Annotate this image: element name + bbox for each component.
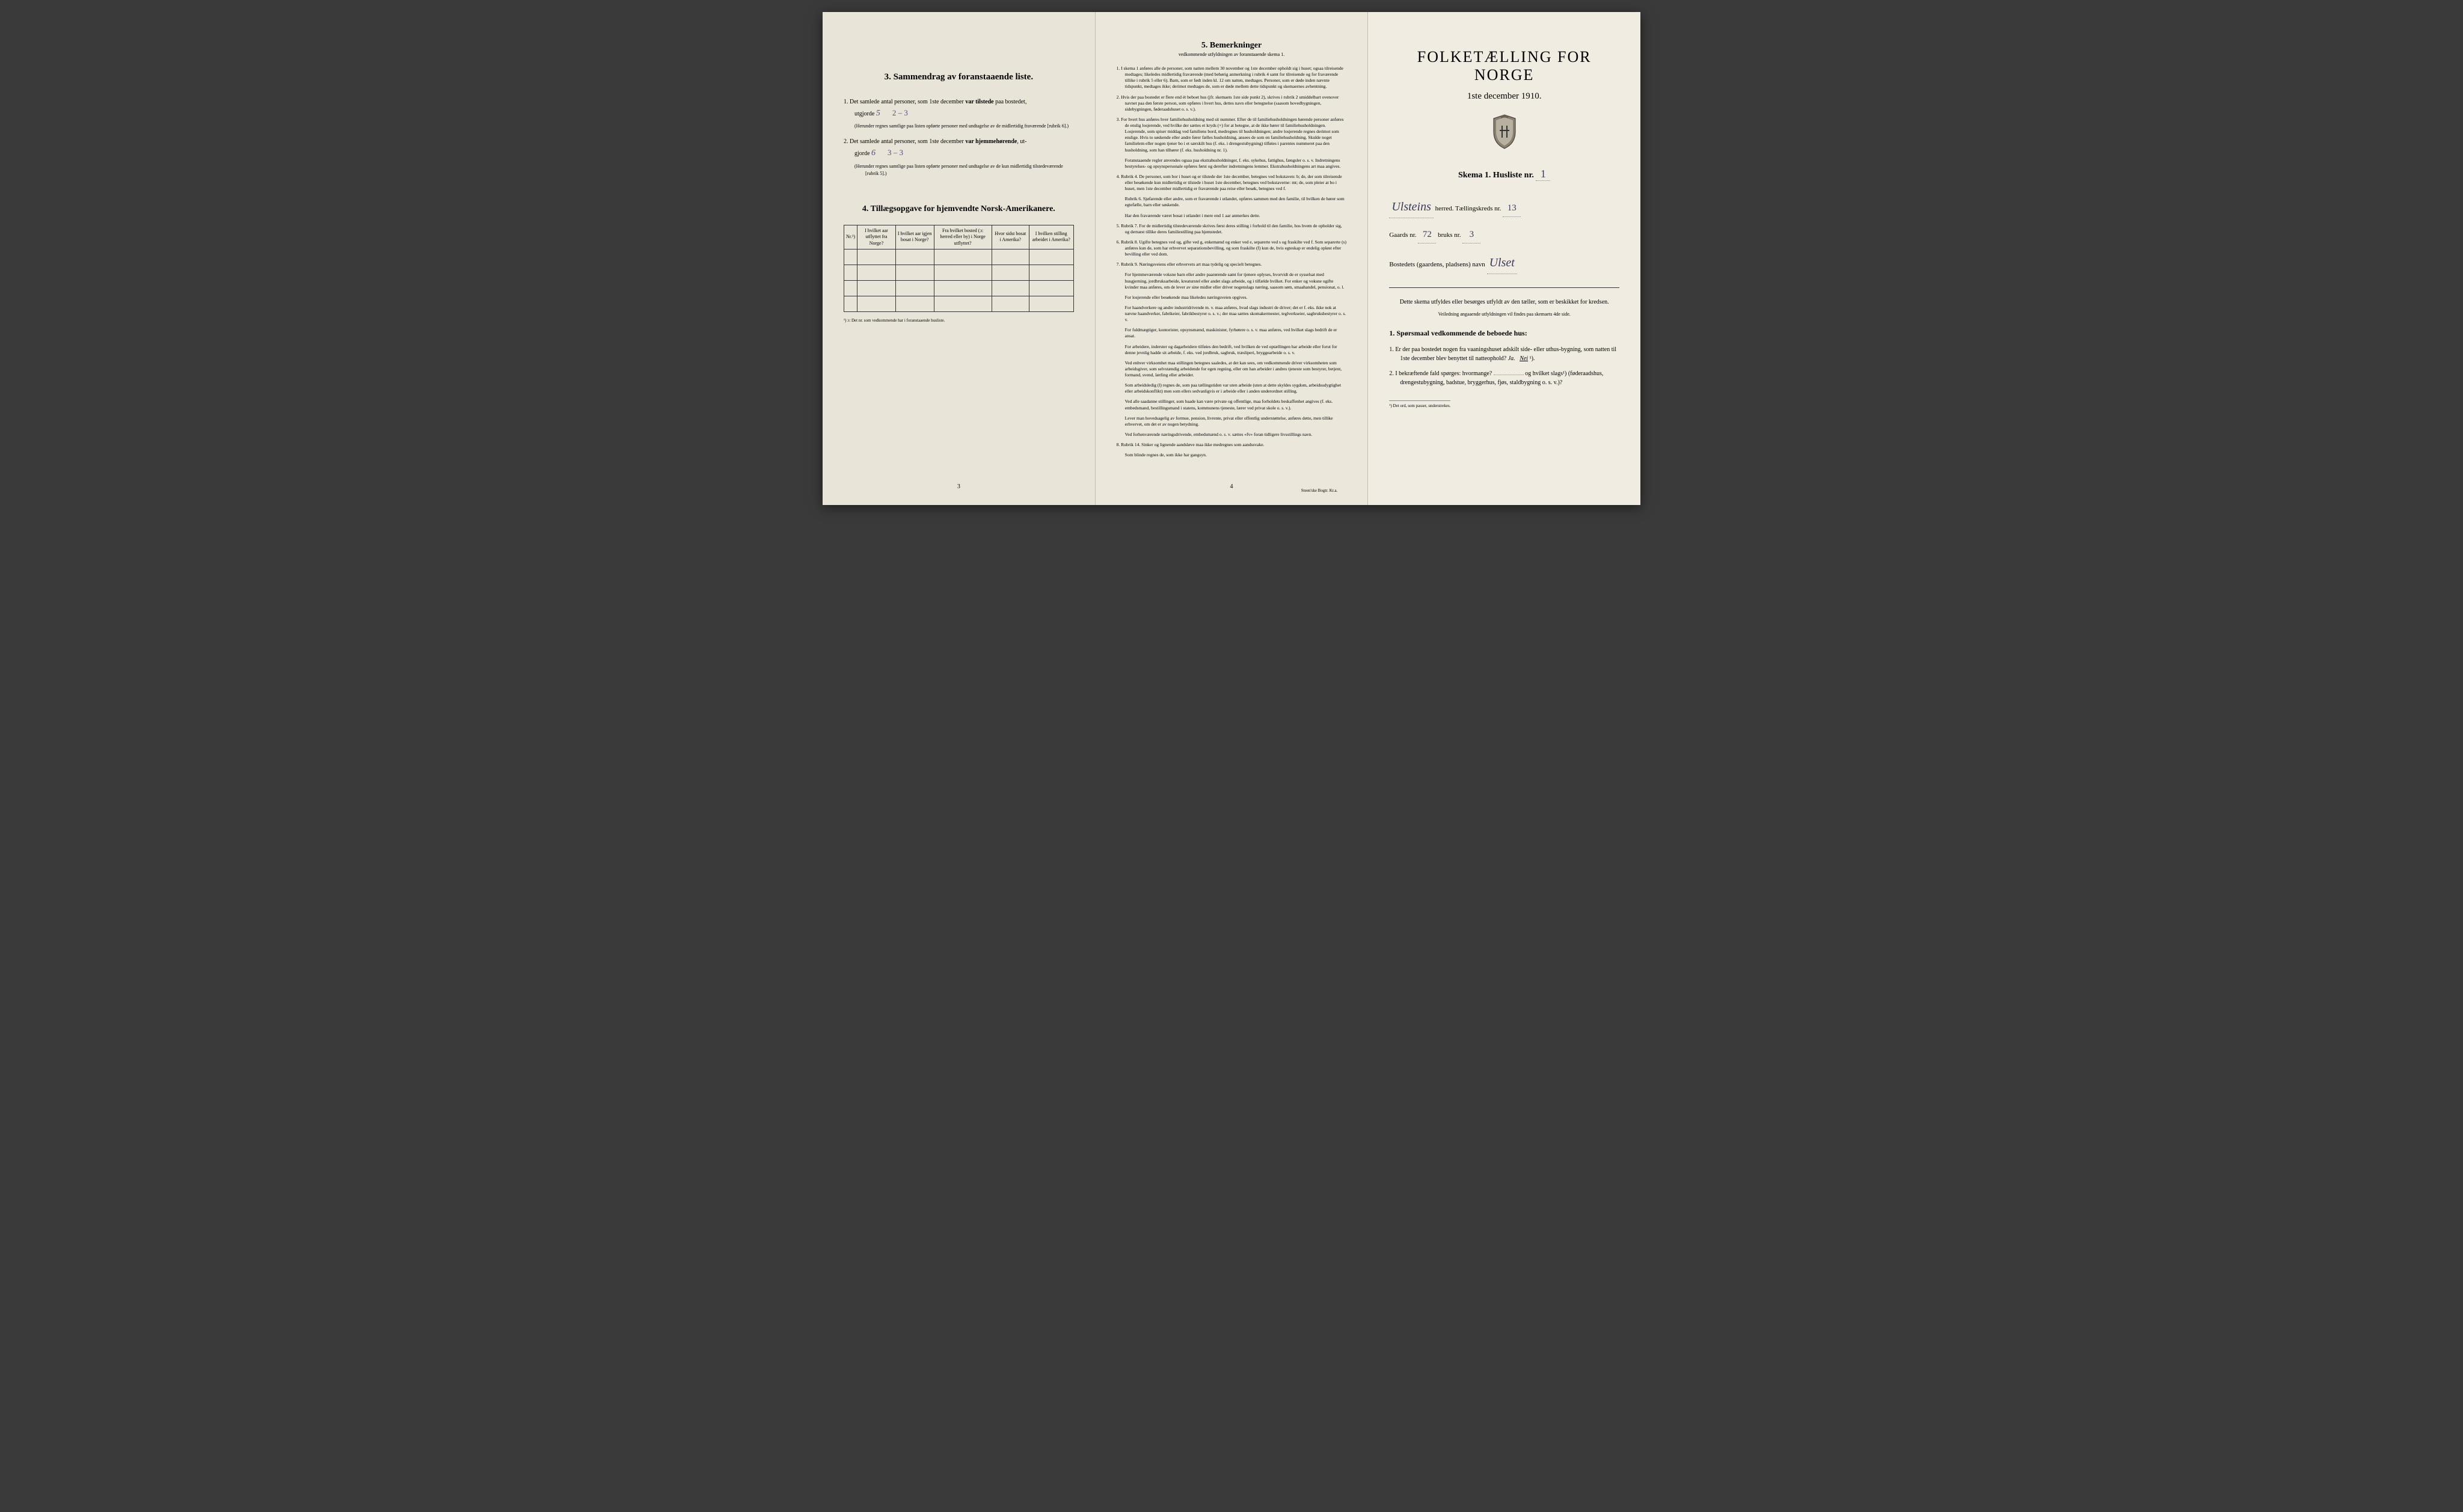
census-date: 1ste december 1910. [1389,91,1619,102]
panel-page-4: 5. Bemerkninger vedkommende utfyldningen… [1096,12,1369,505]
text: gjorde [854,150,871,157]
list-item: 5. Rubrik 7. For de midlertidig tilstede… [1117,223,1347,235]
footnote-wrap: ¹) Det ord, som passer, understrekes. [1389,393,1619,410]
list-item: For losjerende eller besøkende maa likel… [1117,295,1347,301]
handwritten-value: Ulset [1487,252,1517,274]
list-item: 7. Rubrik 9. Næringsveiens eller erhverv… [1117,262,1347,268]
table-row [844,249,1074,265]
list-item: For arbeidere, inderster og dagarbeidere… [1117,344,1347,356]
question-header: 1. Spørsmaal vedkommende de beboede hus: [1389,329,1619,338]
list-item: Som arbeidsledig (l) regnes de, som paa … [1117,382,1347,394]
text: paa bostedet, [994,99,1027,105]
list-item: Ved alle saadanne stillinger, som baade … [1117,399,1347,411]
bosted-line: Bostedets (gaardens, pladsens) navn Ulse… [1389,252,1619,274]
summary-item-2: 2. Det samlede antal personer, som 1ste … [844,137,1074,177]
gaards-line: Gaards nr. 72 bruks nr. 3 [1389,227,1619,243]
table-row [844,265,1074,280]
herred-line: Ulsteins herred. Tællingskreds nr. 13 [1389,196,1619,218]
col-header: Nr.¹) [844,225,857,249]
panel-page-3: 3. Sammendrag av foranstaaende liste. 1.… [823,12,1096,505]
list-item: For haandverkere og andre industridriven… [1117,305,1347,323]
list-item: 1. I skema 1 anføres alle de personer, s… [1117,66,1347,90]
question-text: 2. I bekræftende fald spørges: hvormange… [1389,370,1493,377]
handwritten-value: 2 – 3 [892,108,908,117]
label: Skema 1. Husliste nr. [1458,171,1534,180]
question-text: 1. Er der paa bostedet nogen fra vaaning… [1389,346,1616,362]
emigrant-table: Nr.¹) I hvilket aar utflyttet fra Norge?… [844,225,1074,312]
col-header: Hvor sidst bosat i Amerika? [992,225,1029,249]
col-header: I hvilken stilling arbeidet i Amerika? [1029,225,1073,249]
footnote: ¹) ɔ: Det nr. som vedkommende har i fora… [844,318,1074,323]
table-body [844,249,1074,311]
col-header: Fra hvilket bosted (ɔ: herred eller by) … [934,225,992,249]
skema-line: Skema 1. Husliste nr. 1 [1389,168,1619,181]
divider [1389,287,1619,288]
handwritten-value: 3 [1462,227,1480,243]
handwritten-value: 13 [1503,200,1521,217]
handwritten-value: 1 [1536,168,1550,181]
question-1: 1. Er der paa bostedet nogen fra vaaning… [1389,345,1619,363]
handwritten-value: Ulsteins [1389,196,1434,218]
census-title: FOLKETÆLLING FOR NORGE [1389,48,1619,84]
printer-credit: Steen'ske Bogtr. Kr.a. [1301,488,1338,493]
table-row [844,296,1074,311]
list-item: 4. Rubrik 4. De personer, som bor i huse… [1117,174,1347,192]
col-header: I hvilket aar igjen bosat i Norge? [895,225,934,249]
option-ja: Ja. [1508,355,1515,362]
list-item: Rubrik 6. Sjøfarende eller andre, som er… [1117,196,1347,208]
instruction-subtext: Veiledning angaaende utfyldningen vil fi… [1389,311,1619,317]
col-header: I hvilket aar utflyttet fra Norge? [857,225,896,249]
label: herred. Tællingskreds nr. [1435,205,1503,212]
label: bruks nr. [1438,231,1462,239]
remarks-list: 1. I skema 1 anføres alle de personer, s… [1117,66,1347,458]
sup: ¹). [1528,355,1535,362]
list-item: Ved forhenværende næringsdrivende, embed… [1117,432,1347,438]
option-nei-selected: Nei [1520,355,1528,362]
coat-of-arms-icon [1389,114,1619,153]
text: utgjorde [854,111,876,117]
section-5-title: 5. Bemerkninger [1117,41,1347,51]
note-text: (Herunder regnes samtlige paa listen opf… [865,123,1074,130]
text: 1. Det samlede antal personer, som 1ste … [844,99,965,105]
handwritten-value: 72 [1418,227,1436,243]
page-number: 3 [957,483,960,490]
footnote: ¹) Det ord, som passer, understrekes. [1389,400,1450,408]
label: Bostedets (gaardens, pladsens) navn [1389,261,1486,268]
table-row [844,280,1074,296]
list-item: 6. Rubrik 8. Ugifte betegnes ved ug, gif… [1117,239,1347,257]
list-item: For fuldmægtiger, kontorister, opsynsmæn… [1117,327,1347,339]
list-item: Som blinde regnes de, som ikke har gangs… [1117,452,1347,458]
instruction-text: Dette skema utfyldes eller besørges utfy… [1389,298,1619,307]
list-item: Lever man hovedsagelig av formue, pensio… [1117,415,1347,427]
label: Gaards nr. [1389,231,1418,239]
handwritten-value: 6 [871,148,876,158]
section-4-title: 4. Tillægsopgave for hjemvendte Norsk-Am… [844,204,1074,214]
handwritten-value: 5 [876,109,880,118]
list-item: 8. Rubrik 14. Sinker og lignende aandslø… [1117,442,1347,448]
panel-cover: FOLKETÆLLING FOR NORGE 1ste december 191… [1368,12,1640,505]
text: 2. Det samlede antal personer, som 1ste … [844,138,965,145]
question-2: 2. I bekræftende fald spørges: hvormange… [1389,369,1619,387]
list-item: For hjemmeværende voksne barn eller andr… [1117,272,1347,290]
section-5-subtitle: vedkommende utfyldningen av foranstaaend… [1117,52,1347,57]
handwritten-value: 3 – 3 [888,148,903,157]
list-item: Foranstaaende regler anvendes ogsaa paa … [1117,158,1347,170]
list-item: 3. For hvert hus anføres hver familiehus… [1117,117,1347,153]
text: , ut- [1017,138,1026,145]
list-item: Ved enhver virksomhet maa stillingen bet… [1117,360,1347,378]
list-item: 2. Hvis der paa bostedet er flere end ét… [1117,94,1347,112]
section-3-title: 3. Sammendrag av foranstaaende liste. [844,72,1074,82]
note-text: (Herunder regnes samtlige paa listen opf… [865,163,1074,177]
text-bold: var tilstede [965,99,993,105]
list-item: Har den fraværende været bosat i utlande… [1117,213,1347,219]
page-number: 4 [1230,483,1233,490]
summary-item-1: 1. Det samlede antal personer, som 1ste … [844,97,1074,130]
trifold-document: 3. Sammendrag av foranstaaende liste. 1.… [823,12,1640,505]
text-bold: var hjemmehørende [965,138,1017,145]
table-header-row: Nr.¹) I hvilket aar utflyttet fra Norge?… [844,225,1074,249]
